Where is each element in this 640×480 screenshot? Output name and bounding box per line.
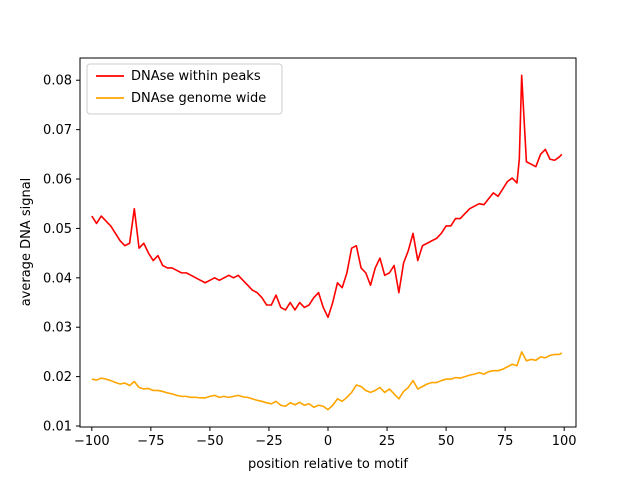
y-axis-label: average DNA signal (19, 178, 34, 307)
y-axis: 0.01 0.02 0.03 0.04 0.05 0.06 0.07 0.08 (43, 74, 80, 435)
x-axis-label: position relative to motif (248, 457, 408, 472)
y-tick-label: 0.07 (43, 123, 72, 138)
plot-lines (91, 74, 563, 411)
x-tick-label: −75 (137, 434, 164, 449)
series-line-genome-wide (91, 351, 563, 411)
x-tick-label: 25 (379, 434, 396, 449)
y-tick-label: 0.01 (43, 420, 72, 435)
x-tick-label: 50 (438, 434, 455, 449)
y-tick-label: 0.06 (43, 173, 72, 188)
x-axis: −100 −75 −50 −25 0 25 50 75 100 (74, 427, 577, 449)
x-tick-label: 100 (552, 434, 577, 449)
y-tick-label: 0.08 (43, 74, 72, 89)
x-tick-label: 75 (497, 434, 514, 449)
x-tick-label: −50 (196, 434, 223, 449)
x-tick-label: −25 (255, 434, 282, 449)
y-tick-label: 0.02 (43, 370, 72, 385)
legend-box (86, 63, 283, 115)
legend: DNAse within peaks DNAse genome wide (86, 63, 283, 115)
series-line-within-peaks (91, 74, 563, 319)
y-tick-label: 0.03 (43, 321, 72, 336)
x-tick-label: −100 (74, 434, 110, 449)
legend-label-within-peaks: DNAse within peaks (131, 69, 261, 84)
x-tick-label: 0 (324, 434, 332, 449)
y-tick-label: 0.05 (43, 222, 72, 237)
y-tick-label: 0.04 (43, 271, 72, 286)
legend-label-genome-wide: DNAse genome wide (131, 91, 266, 106)
